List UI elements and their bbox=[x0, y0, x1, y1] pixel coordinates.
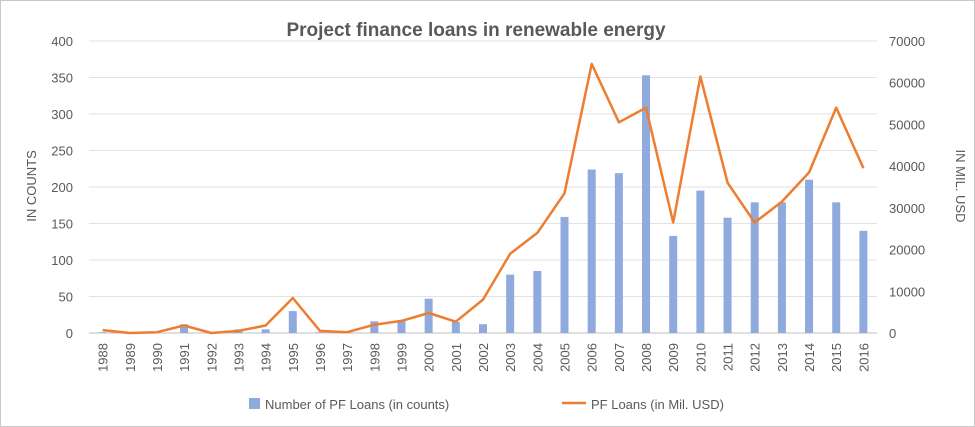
x-tick-label: 2002 bbox=[476, 343, 491, 372]
x-axis: 1988 1989 1990 1991 1992 1993 1994 1995 1996 1997… bbox=[96, 343, 872, 372]
bar bbox=[669, 235, 678, 333]
x-tick-label: 1994 bbox=[259, 343, 274, 372]
x-tick-label: 2000 bbox=[422, 343, 437, 372]
x-tick-label: 2014 bbox=[802, 343, 817, 372]
x-tick-label: 2009 bbox=[666, 343, 681, 372]
x-tick-label: 2007 bbox=[612, 343, 627, 372]
right-tick-label: 30000 bbox=[889, 201, 925, 216]
x-tick-label: 1999 bbox=[395, 343, 410, 372]
x-tick-label: 1990 bbox=[150, 343, 165, 372]
left-tick-label: 200 bbox=[51, 180, 73, 195]
right-tick-label: 70000 bbox=[889, 34, 925, 49]
bar bbox=[587, 169, 596, 333]
bar bbox=[397, 320, 406, 333]
left-tick-label: 150 bbox=[51, 217, 73, 232]
x-tick-label: 2010 bbox=[693, 343, 708, 372]
left-tick-label: 350 bbox=[51, 71, 73, 86]
gridlines bbox=[89, 40, 877, 334]
x-tick-label: 2004 bbox=[530, 343, 545, 372]
bar bbox=[451, 322, 460, 333]
bar bbox=[750, 202, 759, 333]
line-series bbox=[102, 62, 865, 335]
right-tick-label: 40000 bbox=[889, 159, 925, 174]
right-tick-label: 10000 bbox=[889, 284, 925, 299]
x-tick-label: 2013 bbox=[775, 343, 790, 372]
bar bbox=[723, 217, 732, 333]
left-axis-title: IN COUNTS bbox=[24, 150, 39, 222]
left-tick-label: 100 bbox=[51, 253, 73, 268]
left-tick-label: 250 bbox=[51, 144, 73, 159]
bar bbox=[370, 321, 379, 333]
right-axis: 0 10000 20000 30000 40000 50000 60000 70000 bbox=[889, 34, 925, 341]
x-tick-label: 1998 bbox=[367, 343, 382, 372]
bar bbox=[288, 311, 297, 333]
legend-label-bars: Number of PF Loans (in counts) bbox=[265, 397, 449, 412]
x-tick-label: 1996 bbox=[313, 343, 328, 372]
right-tick-label: 0 bbox=[889, 326, 896, 341]
x-tick-label: 1991 bbox=[177, 343, 192, 372]
line-path bbox=[102, 62, 865, 335]
bar bbox=[261, 329, 270, 333]
bar bbox=[859, 230, 868, 333]
x-tick-label: 1992 bbox=[204, 343, 219, 372]
left-tick-label: 400 bbox=[51, 34, 73, 49]
bar bbox=[696, 190, 705, 333]
x-tick-label: 1988 bbox=[96, 343, 111, 372]
x-tick-label: 1995 bbox=[286, 343, 301, 372]
legend-label-line: PF Loans (in Mil. USD) bbox=[591, 397, 724, 412]
x-tick-label: 2003 bbox=[503, 343, 518, 372]
legend-swatch-bars bbox=[249, 398, 260, 409]
x-tick-label: 2016 bbox=[856, 343, 871, 372]
legend: Number of PF Loans (in counts) PF Loans … bbox=[249, 397, 724, 412]
bar bbox=[98, 332, 107, 333]
x-tick-label: 2011 bbox=[721, 343, 736, 371]
bar bbox=[614, 173, 623, 333]
x-tick-label: 2001 bbox=[449, 343, 464, 372]
bar bbox=[805, 179, 814, 333]
x-tick-label: 2006 bbox=[585, 343, 600, 372]
right-tick-label: 50000 bbox=[889, 117, 925, 132]
bar bbox=[832, 202, 841, 333]
x-tick-label: 2008 bbox=[639, 343, 654, 372]
x-tick-label: 2015 bbox=[829, 343, 844, 372]
left-tick-label: 0 bbox=[66, 326, 73, 341]
x-tick-label: 2005 bbox=[558, 343, 573, 372]
left-axis: 0 50 100 150 200 250 300 350 400 bbox=[51, 34, 73, 341]
bar bbox=[642, 75, 651, 333]
x-tick-label: 2012 bbox=[748, 343, 763, 372]
bar bbox=[424, 298, 433, 333]
bar bbox=[479, 324, 487, 333]
right-tick-label: 20000 bbox=[889, 243, 925, 258]
left-tick-label: 300 bbox=[51, 107, 73, 122]
x-tick-label: 1993 bbox=[231, 343, 246, 372]
right-tick-label: 60000 bbox=[889, 76, 925, 91]
x-tick-label: 1997 bbox=[340, 343, 355, 372]
bar bbox=[777, 202, 786, 333]
bar bbox=[180, 324, 189, 333]
bar bbox=[533, 270, 542, 333]
left-tick-label: 50 bbox=[59, 290, 73, 305]
chart-title: Project finance loans in renewable energ… bbox=[286, 20, 666, 41]
bar bbox=[506, 274, 515, 333]
x-tick-label: 1989 bbox=[123, 343, 138, 372]
bar bbox=[315, 332, 324, 333]
bar-series bbox=[98, 75, 868, 333]
right-axis-title: IN MIL. USD bbox=[953, 150, 968, 223]
bar bbox=[560, 216, 569, 333]
